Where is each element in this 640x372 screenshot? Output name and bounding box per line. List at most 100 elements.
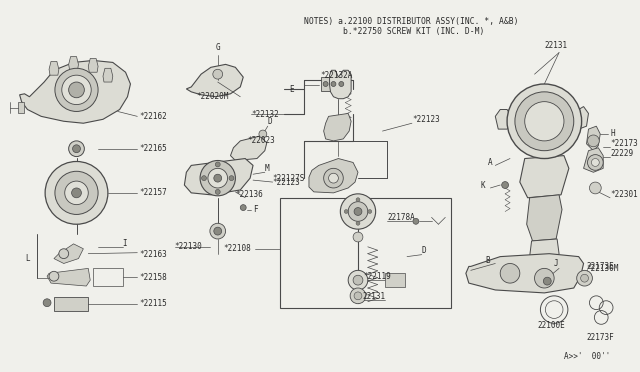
Circle shape (55, 171, 98, 214)
Text: *22173: *22173 (610, 140, 638, 148)
Circle shape (580, 274, 588, 282)
Circle shape (339, 81, 344, 86)
Circle shape (356, 198, 360, 202)
Circle shape (356, 221, 360, 225)
Circle shape (323, 81, 328, 86)
Bar (93, 268, 123, 286)
Circle shape (202, 176, 207, 180)
Circle shape (324, 169, 343, 188)
Text: 22100E: 22100E (538, 321, 565, 330)
Circle shape (353, 232, 363, 242)
Text: A>>'  00'': A>>' 00'' (564, 352, 610, 361)
Bar (385, 273, 405, 287)
Text: *22020M: *22020M (196, 92, 228, 101)
Circle shape (354, 292, 362, 300)
Text: L: L (25, 254, 30, 263)
Text: 22131: 22131 (545, 41, 568, 50)
Text: *22127S: *22127S (273, 174, 305, 183)
Circle shape (210, 223, 225, 239)
Circle shape (348, 202, 368, 221)
Polygon shape (330, 70, 351, 99)
Bar (54, 297, 88, 311)
Polygon shape (47, 268, 90, 286)
Polygon shape (186, 64, 243, 97)
Polygon shape (309, 158, 358, 193)
Polygon shape (586, 126, 600, 151)
Circle shape (525, 102, 564, 141)
Circle shape (500, 263, 520, 283)
Text: *22157: *22157 (140, 188, 167, 198)
Circle shape (588, 135, 599, 147)
Circle shape (328, 173, 339, 183)
Text: *22130M: *22130M (586, 264, 619, 273)
Text: *22130: *22130 (175, 242, 202, 251)
Text: M: M (265, 164, 269, 173)
Circle shape (213, 69, 223, 79)
Polygon shape (584, 148, 603, 172)
Polygon shape (49, 61, 59, 75)
Circle shape (588, 155, 603, 170)
Text: 22173E: 22173E (586, 262, 614, 271)
Polygon shape (88, 58, 98, 72)
Text: I: I (123, 239, 127, 248)
Text: *22136: *22136 (236, 190, 263, 199)
Text: D: D (422, 246, 426, 255)
Polygon shape (520, 155, 569, 198)
Circle shape (543, 277, 551, 285)
Text: 22178A: 22178A (387, 213, 415, 222)
Text: NOTES) a.22100 DISTRIBUTOR ASSY(INC. *, A&B): NOTES) a.22100 DISTRIBUTOR ASSY(INC. *, … (304, 17, 518, 26)
Circle shape (413, 218, 419, 224)
Circle shape (340, 194, 376, 229)
Circle shape (72, 145, 81, 153)
Text: *22108: *22108 (223, 244, 252, 253)
Polygon shape (68, 57, 79, 70)
Polygon shape (571, 106, 588, 129)
Polygon shape (466, 254, 584, 293)
Circle shape (62, 75, 92, 105)
Polygon shape (20, 61, 131, 123)
Circle shape (534, 268, 554, 288)
Bar (280, 198, 451, 308)
Circle shape (59, 249, 68, 259)
Text: *22158: *22158 (140, 273, 167, 282)
Circle shape (208, 169, 228, 188)
Circle shape (354, 208, 362, 215)
Text: E: E (289, 86, 294, 94)
Text: F: F (253, 205, 258, 214)
Polygon shape (103, 68, 113, 82)
Text: *22119: *22119 (363, 272, 390, 281)
Polygon shape (18, 102, 24, 113)
Circle shape (68, 141, 84, 157)
Text: 22173F: 22173F (586, 333, 614, 341)
Circle shape (331, 81, 336, 86)
Text: 22131: 22131 (363, 292, 386, 301)
Text: *22123: *22123 (273, 177, 300, 187)
Polygon shape (54, 244, 83, 263)
Text: b.*22750 SCREW KIT (INC. D-M): b.*22750 SCREW KIT (INC. D-M) (304, 26, 484, 36)
Text: *22165: *22165 (140, 144, 167, 153)
Polygon shape (530, 239, 559, 268)
Circle shape (368, 209, 372, 214)
Circle shape (348, 270, 368, 290)
Text: 22229: 22229 (610, 149, 633, 158)
Circle shape (229, 176, 234, 180)
Circle shape (353, 275, 363, 285)
Polygon shape (230, 136, 267, 160)
Circle shape (350, 288, 366, 304)
Text: *22023: *22023 (247, 137, 275, 145)
Text: J: J (554, 259, 559, 268)
Circle shape (72, 188, 81, 198)
Circle shape (259, 130, 267, 138)
Circle shape (577, 270, 593, 286)
Text: *22162: *22162 (140, 112, 167, 121)
Text: *22132: *22132 (251, 110, 279, 119)
Circle shape (589, 182, 601, 194)
Circle shape (45, 161, 108, 224)
Bar (321, 77, 345, 91)
Text: H: H (610, 129, 614, 138)
Polygon shape (184, 158, 253, 195)
Circle shape (215, 162, 220, 167)
Circle shape (344, 209, 348, 214)
Circle shape (49, 271, 59, 281)
Text: A: A (488, 158, 492, 167)
